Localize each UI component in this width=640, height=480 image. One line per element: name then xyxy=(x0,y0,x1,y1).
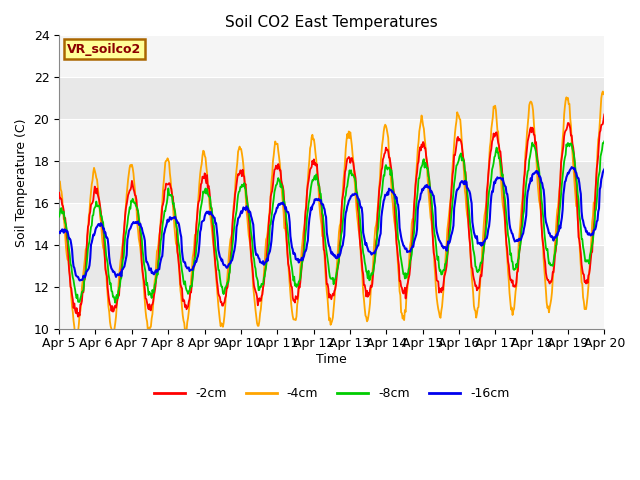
Bar xyxy=(59,204,604,245)
Bar xyxy=(59,161,604,204)
Legend: -2cm, -4cm, -8cm, -16cm: -2cm, -4cm, -8cm, -16cm xyxy=(149,383,515,406)
Bar xyxy=(59,77,604,120)
X-axis label: Time: Time xyxy=(316,353,347,366)
Bar xyxy=(59,245,604,288)
Bar xyxy=(59,36,604,77)
Bar xyxy=(59,120,604,161)
Y-axis label: Soil Temperature (C): Soil Temperature (C) xyxy=(15,118,28,247)
Title: Soil CO2 East Temperatures: Soil CO2 East Temperatures xyxy=(225,15,438,30)
Bar xyxy=(59,288,604,329)
Text: VR_soilco2: VR_soilco2 xyxy=(67,43,141,56)
